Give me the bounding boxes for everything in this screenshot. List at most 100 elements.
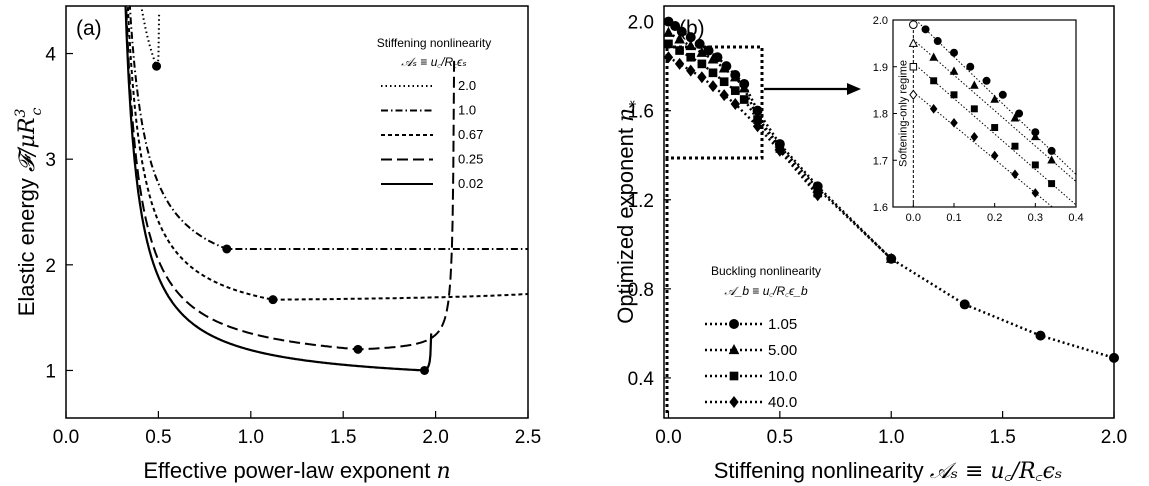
point-5.00 [707,53,719,64]
point-40.0 [775,144,785,157]
legend-label-10.0: 10.0 [768,368,797,385]
point-10.0 [686,52,696,62]
y-tick-label: 1.6 [628,102,654,123]
legend-label-5.00: 5.00 [768,342,797,359]
inset-point-10.0 [930,77,938,85]
panel-a-legend-title: Stiffening nonlinearity [377,36,492,50]
inset-point-10.0 [991,124,999,132]
point-40.0 [697,71,707,84]
x-tick-label: 2.0 [422,427,448,448]
curve-0.25 [125,6,456,351]
point-1.05 [1109,352,1119,363]
inset-point-5.00 [949,66,959,75]
inset-x-tick-label: 0.1 [946,212,961,224]
point-5.00 [885,252,897,263]
panel-b-ylabel: Optimized exponent n* [613,100,644,324]
point-40.0 [730,98,740,110]
inset-point-1.05 [998,90,1007,99]
point-5.00 [738,82,750,93]
inset-point-40.0 [929,103,938,114]
inset-x-tick-label: 0.4 [1068,212,1083,224]
inset-point-5.00 [1010,113,1020,122]
point-5.00 [663,26,674,37]
x-tick-label: 1.0 [238,427,264,448]
x-tick-label: 1.5 [989,427,1015,448]
point-1.05 [959,299,970,310]
inset-point-5.00 [1047,155,1056,164]
inset-point-1.05 [966,62,975,71]
inset-open-point-40.0 [909,89,918,100]
panel-a-label: (a) [76,17,102,40]
y-tick-label: 1 [45,361,56,382]
inset-point-5.00 [990,94,999,103]
inset-x-tick-label: 0.2 [987,212,1002,224]
inset-point-40.0 [1031,188,1040,198]
inset-point-40.0 [950,118,958,128]
legend-label-1.05: 1.05 [768,316,797,333]
point-1.05 [1035,330,1046,341]
panel-a-legend-subtitle: 𝒜ₛ ≡ u꜀/R꜀ϵₛ [401,55,467,69]
inset-point-1.05 [933,37,942,46]
inset-y-tick-label: 2.0 [873,15,888,27]
minimum-point-0.67 [268,295,278,305]
point-40.0 [708,80,718,93]
x-tick-label: 0.0 [53,427,79,448]
point-5.00 [696,46,708,57]
inset-open-point-10.0 [909,63,918,71]
inset-point-1.05 [950,48,958,57]
point-10.0 [730,86,740,95]
inset-frame [892,19,1077,208]
y-tick-label: 2.0 [628,13,654,34]
zoom-arrow-head [847,83,861,95]
y-tick-label: 0.8 [628,280,654,301]
point-40.0 [686,64,696,77]
curve-0.67 [126,6,528,301]
curve-1.0 [128,6,528,250]
inset-point-10.0 [1031,161,1039,169]
point-40.0 [813,189,823,202]
inset-y-tick-label: 1.8 [873,109,888,121]
inset-x-tick-label: 0.0 [906,212,921,224]
x-tick-label: 2.5 [515,427,541,448]
point-10.0 [719,77,729,87]
minimum-point-0.02 [420,365,430,375]
inset-open-point-5.00 [908,38,918,47]
minimum-point-0.25 [353,344,363,354]
legend-label-0.25: 0.25 [458,152,483,167]
panel-b-frame [663,5,1115,419]
y-tick-label: 1.2 [628,191,654,212]
panel-a-xlabel: Effective power-law exponent n [143,458,450,484]
panel-b: (b) 0.0 0.5 1.0 1.5 2.00.40.81.21.62.0 0.0 0.… [613,5,1127,484]
inset-point-40.0 [990,150,999,161]
y-tick-label: 4 [45,45,56,66]
inset-y-tick-label: 1.7 [873,155,888,167]
inset-point-40.0 [1011,169,1019,180]
curve-2.0 [140,6,161,67]
y-tick-label: 0.4 [628,369,655,390]
inset-point-1.05 [982,76,991,85]
x-tick-label: 1.0 [878,427,904,448]
panel-b-xlabel: Stiffening nonlinearity 𝒜ₛ ≡ u꜀/R꜀ϵₛ [714,458,1063,484]
point-10.0 [708,68,718,78]
x-tick-label: 0.5 [145,427,171,448]
inset-point-5.00 [929,52,938,61]
inset-x-tick-label: 0.3 [1028,212,1043,224]
curve-0.02 [124,6,433,372]
y-tick-label: 2 [45,256,56,277]
point-5.00 [729,71,741,82]
legend-label-1.0: 1.0 [458,103,476,118]
panel-a: (a) 0.0 0.5 1.0 1.5 2.0 2.5 1 2 3 4 Effective pow… [13,5,541,484]
inset-point-1.05 [921,25,930,34]
inset-point-5.00 [970,80,979,89]
inset-point-5.00 [1031,131,1040,141]
inset-y-tick-label: 1.9 [873,62,888,74]
point-5.00 [674,33,685,44]
inset-point-10.0 [1011,142,1019,150]
legend-marker-1.05 [729,319,739,329]
panel-b-legend-title: Buckling nonlinearity [711,264,821,278]
minimum-point-1.0 [222,244,232,254]
point-40.0 [674,57,685,70]
legend-marker-40.0 [729,396,739,408]
legend-marker-10.0 [729,371,739,381]
